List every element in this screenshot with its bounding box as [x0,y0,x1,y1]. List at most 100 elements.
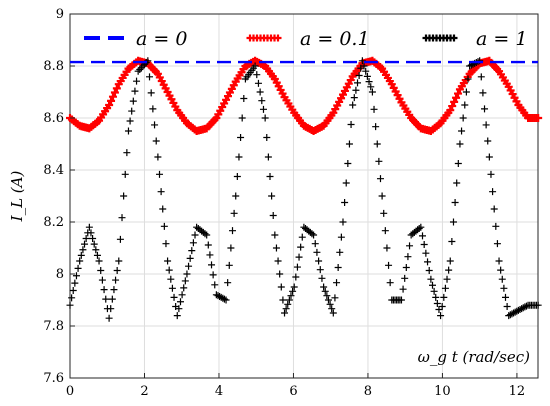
data-point [230,209,238,217]
series-1 [66,56,543,135]
data-point [321,287,329,295]
data-point [282,305,290,313]
data-point [112,84,121,93]
data-point [110,88,119,97]
data-point [331,294,339,302]
x-tick-label: 8 [364,384,372,399]
data-point [399,285,407,293]
data-point [115,257,123,265]
data-point [448,102,457,111]
data-point [315,257,323,265]
data-point [112,276,120,284]
x-tick-label: 10 [434,384,451,399]
data-point [445,266,453,274]
data-point [446,106,455,115]
data-point [334,264,342,271]
data-point [285,296,293,304]
data-point [485,153,493,161]
data-point [208,261,216,269]
series-2 [66,57,542,322]
data-point [211,281,219,289]
data-point [98,276,106,284]
data-point [220,295,228,303]
y-axis-label: I_L (A) [8,171,26,223]
data-point [165,266,173,274]
data-point [345,140,353,148]
data-point [160,222,168,230]
data-point [175,305,183,313]
data-point [500,284,508,292]
legend-entry: a = 0 [84,28,187,50]
data-point [69,286,77,294]
series-layer [66,56,543,322]
data-point [264,153,272,161]
data-point [149,105,157,113]
data-point [97,267,105,275]
data-point [68,294,76,302]
data-point [90,240,98,248]
data-point [308,230,316,238]
data-point [261,114,269,122]
x-axis-label: ω_g t (rad/sec) [418,348,530,366]
data-point [107,305,115,313]
x-tick-label: 0 [66,384,74,399]
data-point [493,240,501,248]
data-point [481,105,489,113]
data-point [422,249,430,257]
data-point [352,86,360,94]
data-point [453,179,461,187]
data-point [251,62,259,70]
y-tick-label: 8.4 [43,163,64,178]
data-point [454,160,462,167]
data-point [240,95,248,102]
plot-frame [69,13,539,379]
data-point [156,170,164,178]
data-point [333,279,341,287]
data-point [121,170,129,178]
data-point [415,225,423,232]
data-point [484,137,492,145]
data-point [441,284,449,292]
data-point [157,188,165,196]
data-point [362,67,370,75]
data-point [451,199,459,206]
data-point [397,296,405,304]
data-point [432,293,440,301]
data-point [85,223,93,231]
data-point [178,291,186,299]
data-point [310,231,318,239]
data-point [105,101,114,109]
data-point [297,243,305,251]
data-point [227,244,235,252]
data-point [74,264,82,272]
data-point [498,275,506,283]
legend-swatch-marker [274,34,282,42]
data-point [464,75,472,83]
x-tick-label: 12 [509,384,526,399]
data-point [253,71,261,79]
data-point [336,248,344,256]
data-point [274,257,282,265]
data-point [459,114,467,122]
data-point [298,233,306,241]
data-point [450,97,459,106]
data-point [313,248,321,256]
data-point [124,127,132,135]
data-point [292,273,300,281]
data-point [370,105,378,113]
data-point [279,296,287,304]
data-point [105,314,113,322]
data-point [268,192,276,200]
data-point [295,253,303,261]
data-point [466,62,474,70]
data-point [108,295,116,303]
data-point [118,214,126,222]
legend-label: a = 1 [476,28,527,50]
data-point [100,286,108,294]
data-point [272,244,280,252]
data-point [128,107,136,115]
data-point [259,105,267,113]
data-point [185,262,193,270]
data-point [311,240,319,248]
data-point [76,257,84,265]
